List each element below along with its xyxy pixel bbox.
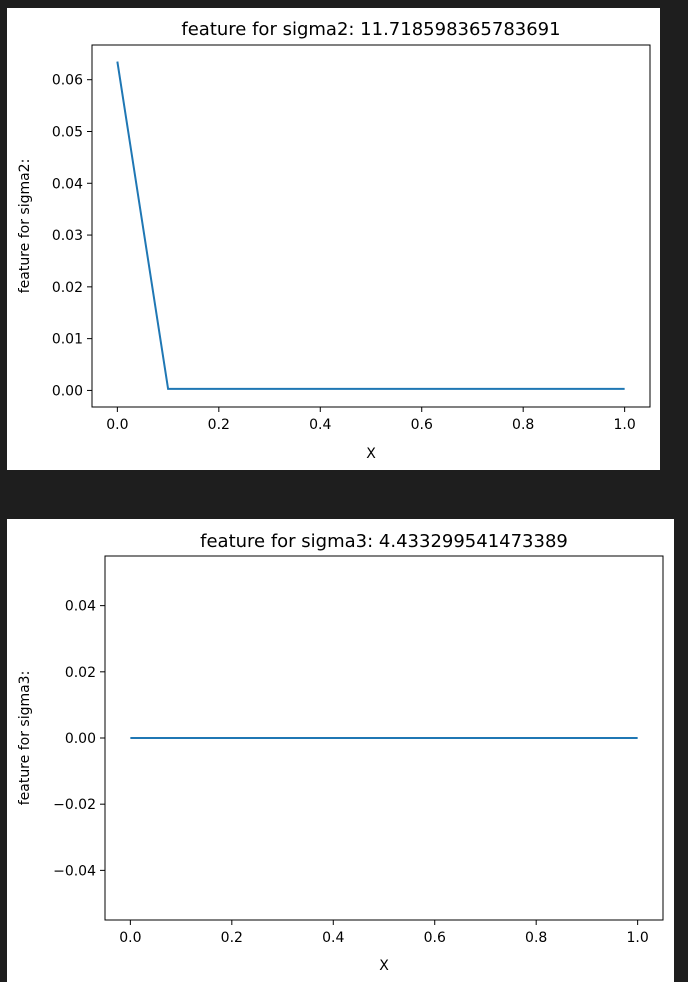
chart-title: feature for sigma2: 11.718598365783691: [181, 19, 560, 40]
chart-title: feature for sigma3: 4.433299541473389: [200, 531, 568, 552]
x-tick-label: 0.2: [208, 417, 230, 433]
x-tick-label: 1.0: [614, 417, 636, 433]
y-axis-label: feature for sigma2:: [17, 159, 33, 294]
y-tick-label: −0.02: [53, 797, 96, 813]
y-tick-label: 0.01: [52, 332, 83, 348]
y-tick-label: 0.00: [52, 383, 83, 399]
x-tick-label: 0.4: [322, 930, 344, 946]
x-tick-label: 0.6: [424, 930, 446, 946]
y-tick-label: 0.02: [65, 665, 96, 681]
plot-frame: [91, 44, 651, 408]
y-tick-label: 0.03: [52, 228, 83, 244]
x-tick-label: 0.0: [106, 417, 128, 433]
series-line-sigma2: [116, 61, 625, 390]
y-tick-label: 0.00: [65, 731, 96, 747]
y-tick-label: 0.06: [52, 73, 83, 89]
x-axis-label: X: [366, 446, 376, 462]
chart-panel-sigma3: feature for sigma3: 4.433299541473389 0.0…: [7, 519, 674, 982]
x-tick-label: 0.4: [309, 417, 331, 433]
x-tick-label: 0.0: [119, 930, 141, 946]
chart-sigma2: feature for sigma2: 11.718598365783691 0.…: [17, 19, 651, 462]
x-tick-label: 0.6: [411, 417, 433, 433]
x-tick-label: 0.8: [525, 930, 547, 946]
y-tick-label: 0.04: [65, 599, 96, 615]
x-tick-label: 1.0: [627, 930, 649, 946]
y-tick-label: 0.04: [52, 176, 83, 192]
x-tick-label: 0.2: [221, 930, 243, 946]
x-axis-label: X: [379, 958, 389, 974]
y-tick-label: −0.04: [53, 863, 96, 879]
chart-sigma3: feature for sigma3: 4.433299541473389 0.0…: [17, 531, 664, 974]
y-tick-label: 0.05: [52, 124, 83, 140]
x-tick-label: 0.8: [512, 417, 534, 433]
y-tick-label: 0.02: [52, 280, 83, 296]
chart-panel-sigma2: feature for sigma2: 11.718598365783691 0.…: [7, 8, 660, 470]
y-axis-label: feature for sigma3:: [17, 671, 33, 806]
